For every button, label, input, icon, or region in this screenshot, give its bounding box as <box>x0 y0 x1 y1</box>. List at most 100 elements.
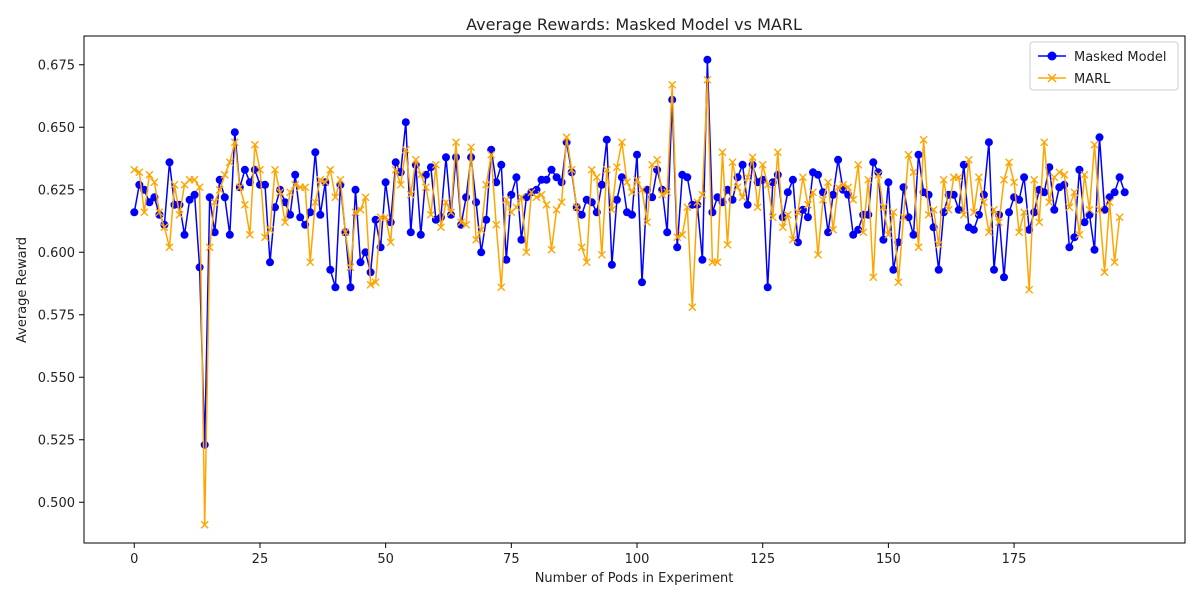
data-point <box>462 193 471 202</box>
series-1 <box>130 75 1124 529</box>
data-point <box>663 188 672 197</box>
data-point <box>1115 173 1124 182</box>
data-point <box>477 225 486 234</box>
data-point <box>1105 193 1114 202</box>
data-point <box>1000 273 1008 282</box>
data-point <box>1060 180 1069 189</box>
data-point <box>834 155 843 164</box>
data-point <box>1065 203 1074 212</box>
data-point <box>472 235 481 244</box>
data-point <box>552 173 561 182</box>
data-point <box>803 200 812 209</box>
data-point <box>205 243 214 252</box>
data-point <box>145 198 154 207</box>
data-point <box>889 208 898 217</box>
data-point <box>733 183 742 192</box>
data-point <box>447 208 455 217</box>
data-point <box>995 218 1003 227</box>
data-point <box>1045 163 1054 172</box>
data-point <box>587 165 596 174</box>
data-point <box>336 175 345 184</box>
data-point <box>517 235 526 244</box>
y-tick-label: 0.550 <box>38 371 75 386</box>
data-point <box>356 205 365 214</box>
data-point <box>426 210 435 219</box>
data-point <box>396 180 405 189</box>
data-point <box>160 223 169 232</box>
data-point <box>1055 168 1064 177</box>
data-point <box>502 195 511 204</box>
data-point <box>1045 198 1054 207</box>
data-point <box>406 228 415 237</box>
data-point <box>793 208 802 217</box>
data-point <box>678 230 687 239</box>
data-point <box>859 228 868 237</box>
data-point <box>165 243 174 252</box>
data-point <box>135 168 144 177</box>
data-point <box>909 230 918 239</box>
data-point <box>874 168 883 177</box>
data-point <box>522 248 531 257</box>
legend-label-masked-model: Masked Model <box>1074 50 1166 65</box>
data-point <box>909 168 918 177</box>
data-point <box>964 155 973 164</box>
x-tick-label: 125 <box>750 552 775 567</box>
data-point <box>316 210 325 219</box>
data-point <box>1065 243 1074 252</box>
x-tick-label: 150 <box>876 552 901 567</box>
data-point <box>633 175 641 184</box>
data-point <box>371 278 380 287</box>
data-point <box>582 258 591 267</box>
data-point <box>788 175 797 184</box>
data-point <box>758 160 767 169</box>
data-point <box>788 235 797 244</box>
data-point <box>281 218 290 227</box>
data-point <box>240 165 249 174</box>
data-point <box>391 165 400 174</box>
data-point <box>361 193 370 202</box>
data-point <box>919 135 928 144</box>
data-point <box>416 170 425 179</box>
data-point <box>557 178 566 187</box>
data-point <box>723 240 732 249</box>
data-point <box>452 153 460 162</box>
y-tick-label: 0.675 <box>38 58 75 73</box>
data-point <box>431 160 440 169</box>
data-point <box>467 143 476 152</box>
data-point <box>296 213 305 222</box>
data-point <box>683 203 692 212</box>
data-point <box>718 148 727 157</box>
data-point <box>532 193 541 202</box>
data-point <box>1120 188 1129 197</box>
data-point <box>622 178 631 187</box>
data-point <box>492 178 501 187</box>
data-point <box>291 180 300 189</box>
data-point <box>904 213 913 222</box>
data-point <box>688 303 697 312</box>
data-point <box>220 170 229 179</box>
data-point <box>502 255 511 264</box>
data-point <box>728 158 737 167</box>
x-tick-label: 0 <box>130 552 138 567</box>
data-point <box>1100 205 1109 214</box>
data-point <box>979 198 988 207</box>
data-point <box>245 230 254 239</box>
data-point <box>547 165 556 174</box>
data-point <box>954 173 963 182</box>
data-point <box>210 198 219 207</box>
data-point <box>497 160 506 169</box>
data-point <box>255 165 264 174</box>
data-point <box>462 220 471 229</box>
data-point <box>879 203 888 212</box>
data-point <box>743 173 752 182</box>
data-point <box>542 200 551 209</box>
data-point <box>944 205 953 214</box>
legend-marker-marl <box>1047 73 1057 83</box>
data-point <box>421 170 430 179</box>
data-point <box>316 175 325 184</box>
data-point <box>889 265 898 274</box>
data-point <box>602 135 611 144</box>
data-point <box>577 243 586 252</box>
data-point <box>457 218 466 227</box>
